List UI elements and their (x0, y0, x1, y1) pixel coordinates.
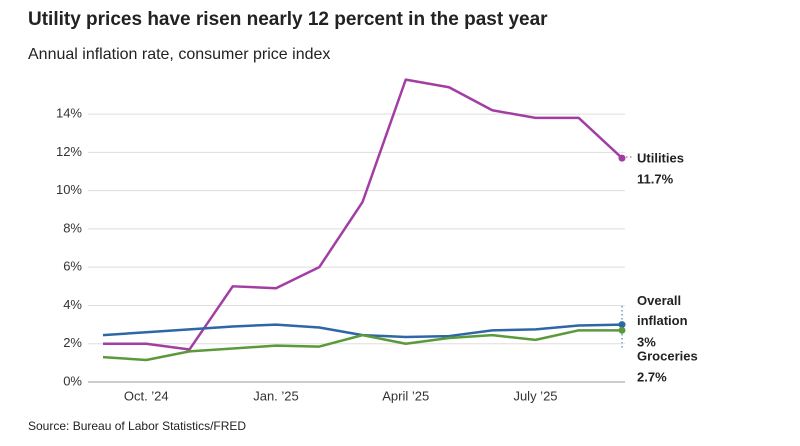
end-dot (618, 326, 626, 334)
y-tick-label: 0% (63, 373, 82, 388)
y-tick-label: 6% (63, 259, 82, 274)
y-tick-label: 14% (56, 106, 82, 121)
y-tick-label: 10% (56, 182, 82, 197)
x-tick-label: July ’25 (513, 388, 557, 403)
series-label: Groceries (637, 348, 698, 363)
value-label: 3% (637, 334, 656, 349)
line (103, 78, 623, 351)
series-label: Overall inflation (637, 293, 688, 328)
chart-title: Utility prices have risen nearly 12 perc… (28, 9, 548, 30)
x-tick-label: April ’25 (382, 388, 429, 403)
y-tick-label: 8% (63, 220, 82, 235)
end-dot (618, 321, 626, 329)
x-tick-label: Oct. ’24 (124, 388, 169, 403)
value-label: 2.7% (637, 369, 667, 384)
y-tick-label: 2% (63, 335, 82, 350)
source: Source: Bureau of Labor Statistics/FRED (28, 419, 246, 433)
chart-subtitle: Annual inflation rate, consumer price in… (28, 46, 330, 63)
line (102, 329, 622, 362)
end-dot (618, 154, 626, 162)
x-tick-label: Jan. ’25 (253, 388, 299, 403)
y-tick-label: 12% (56, 144, 82, 159)
value-label: 11.7% (637, 171, 674, 186)
series-label: Utilities (637, 150, 684, 165)
y-tick-label: 4% (63, 297, 82, 312)
